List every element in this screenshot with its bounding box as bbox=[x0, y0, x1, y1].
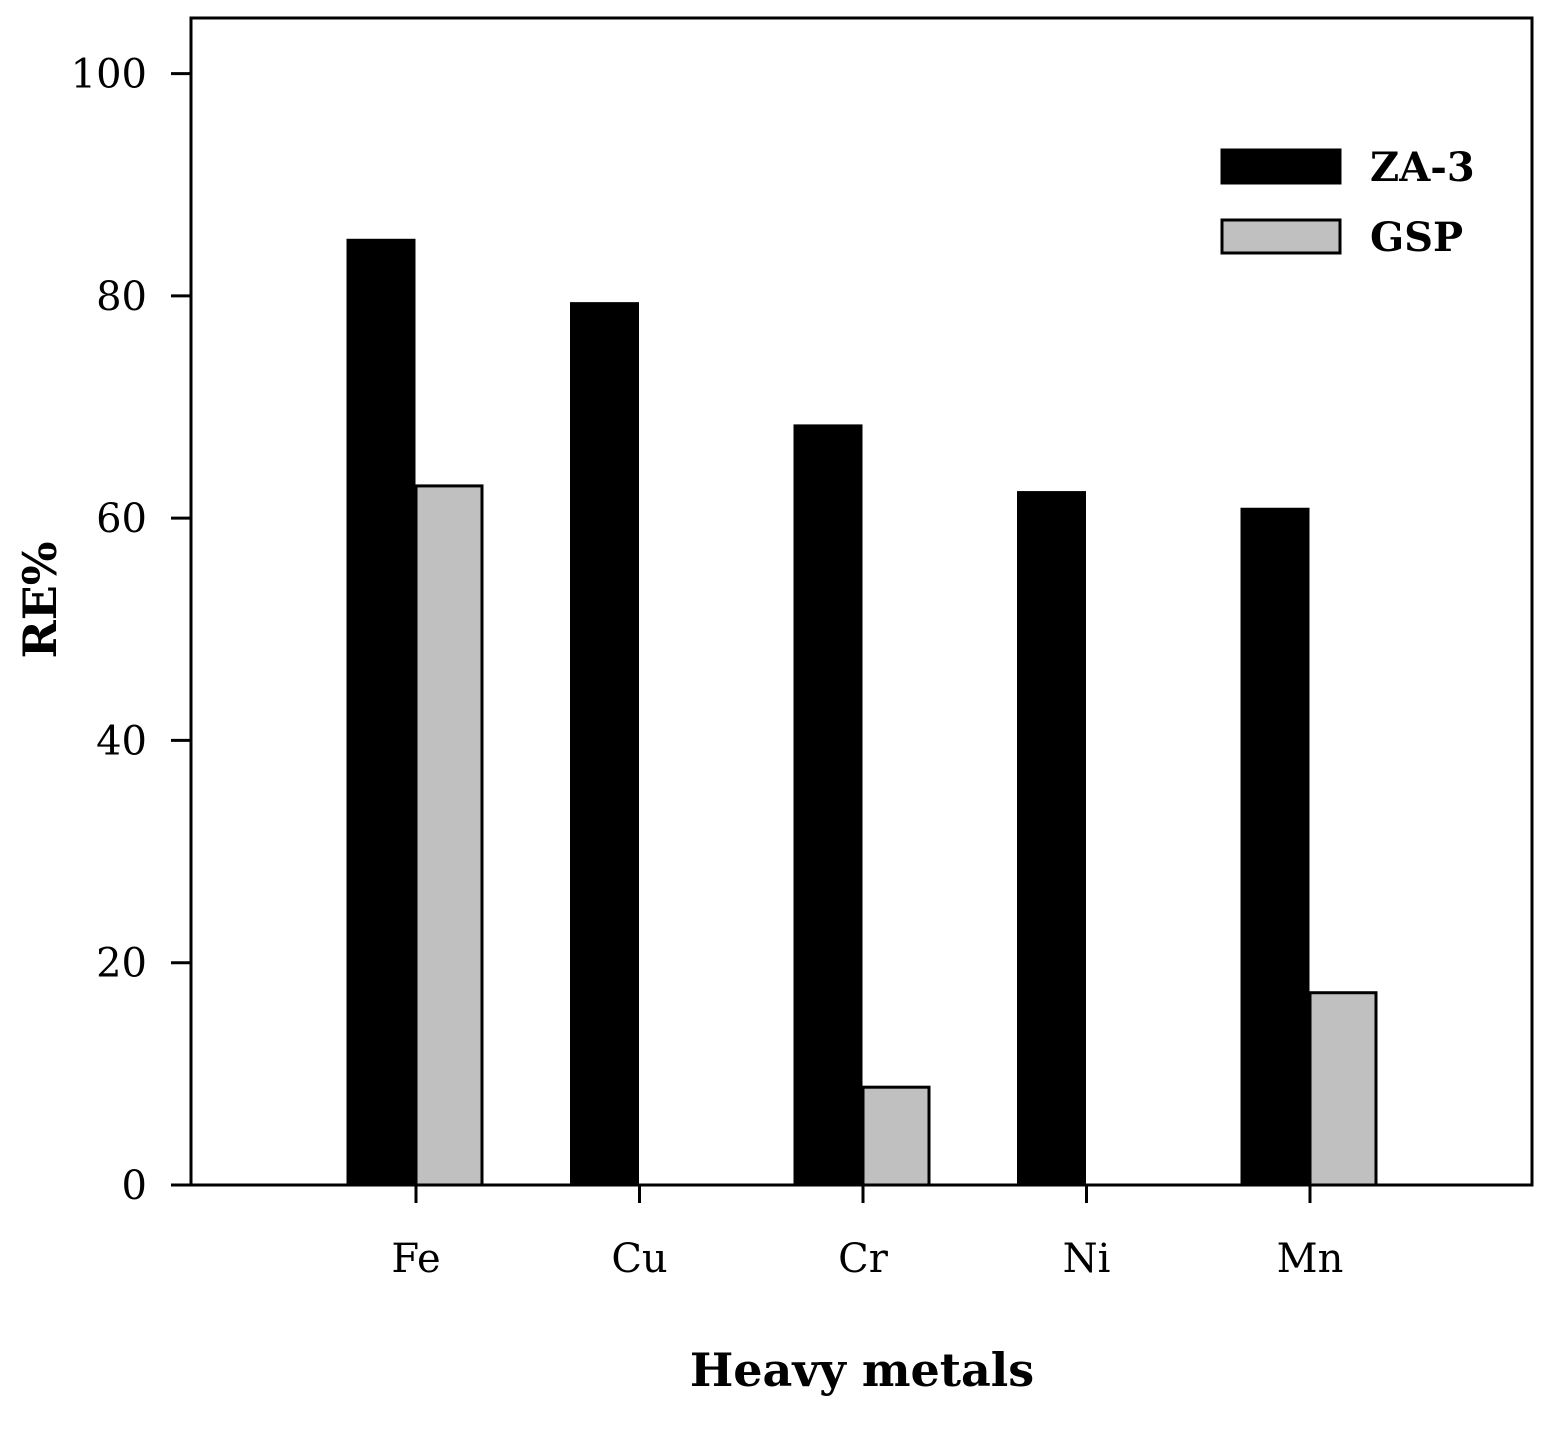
bar-za-3-cr bbox=[793, 424, 863, 1187]
bar-gsp-mn bbox=[1308, 991, 1378, 1187]
y-tick-label: 0 bbox=[122, 1163, 147, 1209]
bar-za-3-ni bbox=[1017, 491, 1086, 1187]
legend-swatch-za-3 bbox=[1220, 148, 1342, 185]
x-category-label: Cr bbox=[838, 1236, 889, 1282]
x-category-label: Cu bbox=[611, 1236, 667, 1282]
x-axis-categories: Fe Cu Cr Ni Mn bbox=[391, 1185, 1343, 1282]
y-axis: 0 20 40 60 80 100 bbox=[71, 52, 191, 1209]
legend-label-gsp: GSP bbox=[1370, 214, 1463, 261]
legend-label-za-3: ZA-3 bbox=[1370, 144, 1475, 191]
y-tick-label: 40 bbox=[96, 718, 147, 764]
bar-za-3-fe bbox=[346, 238, 416, 1187]
y-tick-label: 80 bbox=[96, 274, 147, 320]
x-axis-title: Heavy metals bbox=[690, 1343, 1034, 1397]
bar-za-3-cu bbox=[570, 302, 639, 1187]
y-tick-label: 60 bbox=[96, 496, 147, 542]
bar-gsp-fe bbox=[414, 484, 484, 1187]
bar-gsp-cr bbox=[861, 1085, 931, 1187]
y-tick-label: 20 bbox=[96, 941, 147, 987]
y-tick-label: 100 bbox=[71, 52, 147, 98]
bars bbox=[346, 238, 1378, 1187]
x-category-label: Mn bbox=[1277, 1236, 1344, 1282]
legend: ZA-3 GSP bbox=[1220, 144, 1475, 261]
x-category-label: Fe bbox=[391, 1236, 440, 1282]
legend-swatch-gsp bbox=[1220, 218, 1342, 255]
y-axis-title: RE% bbox=[13, 542, 67, 659]
bar-za-3-mn bbox=[1240, 507, 1310, 1187]
x-category-label: Ni bbox=[1063, 1236, 1111, 1282]
